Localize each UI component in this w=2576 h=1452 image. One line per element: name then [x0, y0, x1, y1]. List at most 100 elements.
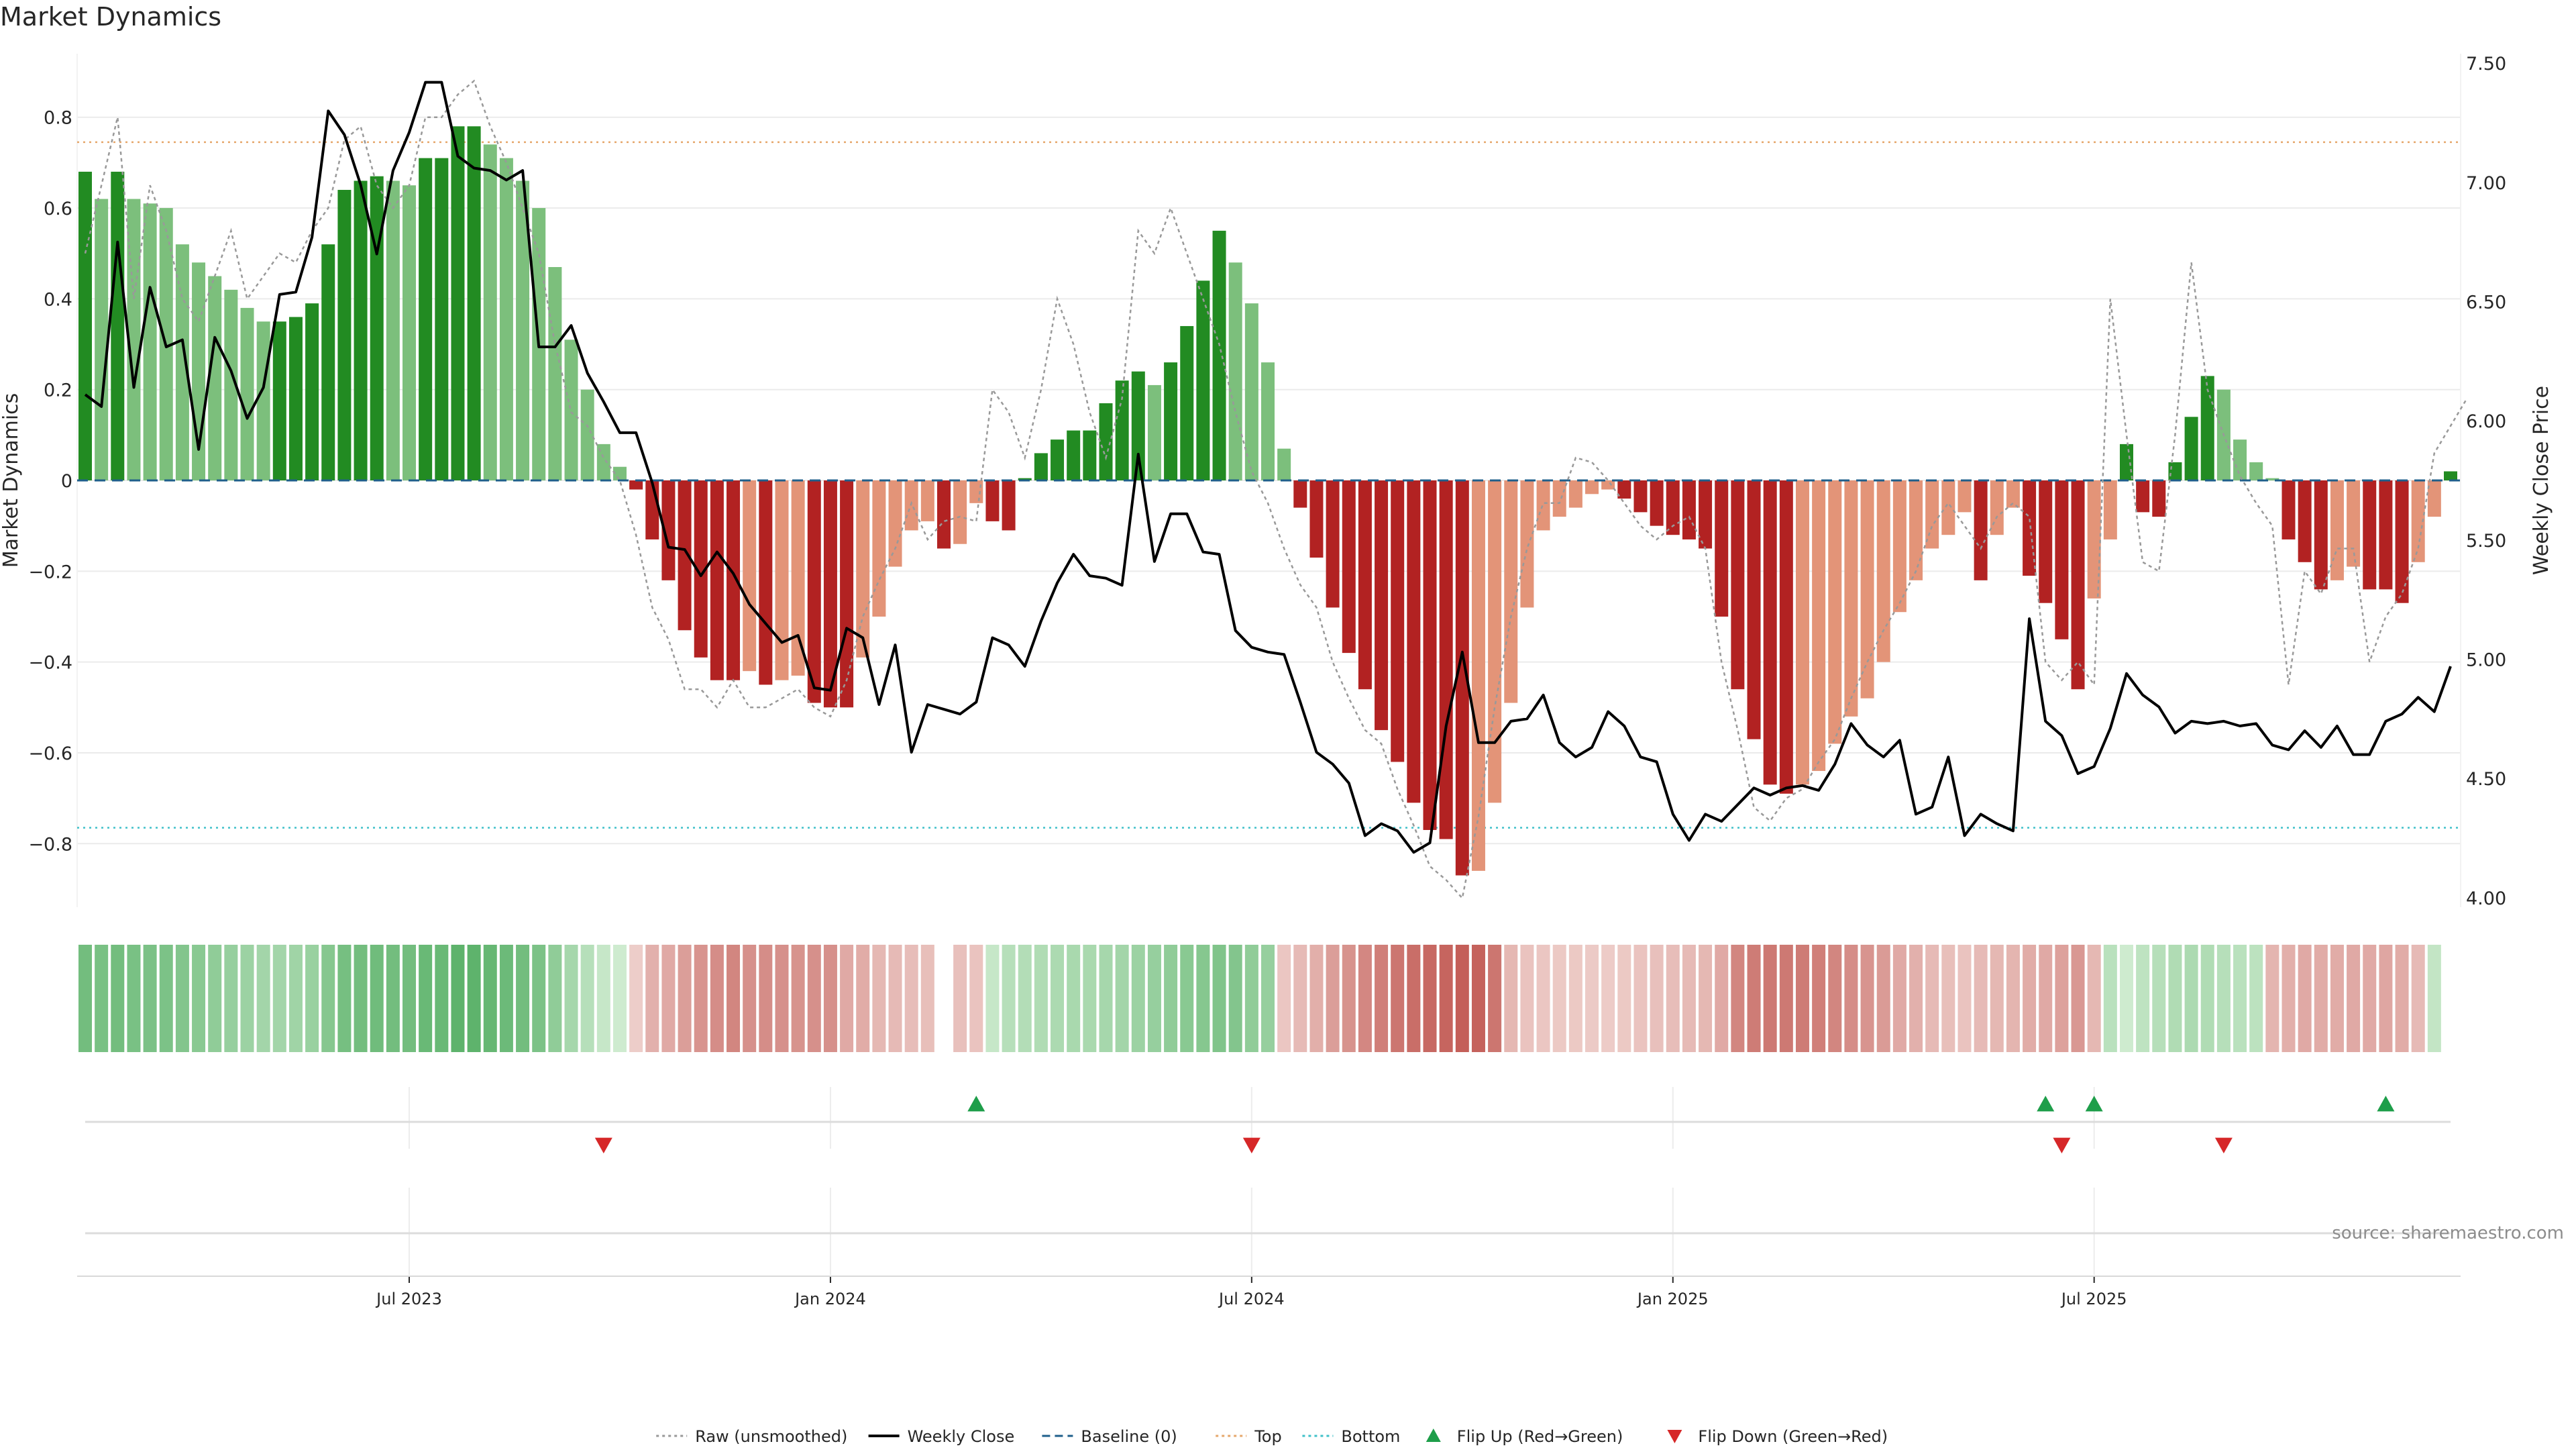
heat-cell-72 [1244, 945, 1258, 1052]
heat-cell-3 [127, 945, 141, 1052]
right-tick-label-1: 7.00 [2466, 173, 2506, 194]
heat-cell-127 [2136, 945, 2150, 1052]
heat-cell-31 [580, 945, 594, 1052]
bar-95 [1617, 480, 1631, 499]
heat-cell-9 [224, 945, 238, 1052]
heat-cell-79 [1358, 945, 1372, 1052]
bar-80 [1375, 480, 1389, 731]
legend-item-1: Weekly Close [868, 1427, 1015, 1446]
right-axis: 7.50 7.00 6.50 6.00 5.50 5.00 4.50 4.00 [2466, 54, 2506, 909]
bar-52 [920, 480, 934, 521]
x-tick-label-2: Jul 2024 [1218, 1290, 1285, 1308]
legend-item-6: Flip Down (Green→Red) [1667, 1427, 1888, 1446]
bar-55 [969, 480, 983, 503]
bar-127 [2136, 480, 2150, 513]
bar-106 [1795, 480, 1809, 785]
heat-cell-41 [743, 945, 757, 1052]
flip-down-marker-3 [2214, 1137, 2233, 1153]
heat-cell-6 [175, 945, 189, 1052]
heat-cell-71 [1228, 945, 1242, 1052]
heat-cell-55 [969, 945, 983, 1052]
bar-142 [2379, 480, 2393, 590]
heat-cell-90 [1536, 945, 1550, 1052]
heat-cell-110 [1860, 945, 1874, 1052]
heat-cell-38 [694, 945, 708, 1052]
bar-97 [1650, 480, 1664, 526]
heat-cell-27 [516, 945, 530, 1052]
weekly-close-line [84, 81, 2452, 854]
heat-cell-95 [1617, 945, 1631, 1052]
bar-85 [1455, 480, 1469, 876]
heat-cell-119 [2006, 945, 2020, 1052]
heat-cell-133 [2233, 945, 2247, 1052]
reference-lines [77, 141, 2461, 829]
bar-105 [1779, 480, 1793, 794]
bar-118 [1990, 480, 2004, 535]
heat-cell-45 [807, 945, 821, 1052]
heat-cell-1 [95, 945, 109, 1052]
bar-104 [1763, 480, 1777, 785]
bar-18 [370, 176, 384, 480]
heat-cell-136 [2282, 945, 2296, 1052]
bar-29 [548, 267, 562, 480]
heat-cell-120 [2023, 945, 2037, 1052]
heat-cell-12 [272, 945, 286, 1052]
bar-41 [743, 480, 757, 672]
bar-9 [224, 289, 238, 480]
bar-115 [1941, 480, 1955, 535]
x-tick-label-0: Jul 2023 [375, 1290, 442, 1308]
flip-up-marker-1 [2037, 1096, 2055, 1112]
heat-cell-85 [1455, 945, 1469, 1052]
heat-cell-67 [1164, 945, 1178, 1052]
bar-11 [256, 321, 270, 480]
heat-cell-73 [1261, 945, 1275, 1052]
heat-cell-137 [2298, 945, 2312, 1052]
legend-label-1: Weekly Close [908, 1427, 1015, 1446]
heat-cell-80 [1375, 945, 1389, 1052]
bar-136 [2282, 480, 2296, 539]
right-tick-label-6: 4.50 [2466, 769, 2506, 790]
legend-item-5: Flip Up (Red→Green) [1426, 1427, 1623, 1446]
bar-77 [1326, 480, 1340, 608]
bar-42 [759, 480, 773, 685]
heat-cell-54 [953, 945, 967, 1052]
bar-143 [2395, 480, 2409, 603]
flip-up-marker-0 [967, 1096, 985, 1112]
heat-cell-93 [1585, 945, 1599, 1052]
left-tick-label-4: 0 [61, 471, 72, 492]
left-tick-label-3: 0.2 [44, 380, 72, 401]
bar-10 [240, 307, 254, 480]
heat-cell-58 [1018, 945, 1032, 1052]
bar-54 [953, 480, 967, 544]
legend-label-6: Flip Down (Green→Red) [1698, 1427, 1888, 1446]
bar-74 [1277, 448, 1291, 480]
legend-label-2: Baseline (0) [1081, 1427, 1177, 1446]
bar-117 [1974, 480, 1988, 580]
legend-label-3: Top [1254, 1427, 1282, 1446]
bar-27 [516, 180, 530, 480]
heat-cell-42 [759, 945, 773, 1052]
heat-cell-77 [1326, 945, 1340, 1052]
bar-144 [2411, 480, 2425, 562]
bar-133 [2233, 439, 2247, 480]
bar-107 [1812, 480, 1826, 772]
source-label: source: sharemaestro.com [2332, 1223, 2564, 1243]
legend-item-2: Baseline (0) [1042, 1427, 1177, 1446]
heat-cell-115 [1941, 945, 1955, 1052]
flip-down-marker-1 [1242, 1137, 1260, 1153]
heat-strip [78, 945, 2441, 1052]
bar-14 [305, 303, 319, 480]
bar-43 [775, 480, 789, 680]
bar-146 [2444, 471, 2457, 480]
heat-cell-117 [1974, 945, 1988, 1052]
bar-93 [1585, 480, 1599, 495]
bar-6 [175, 244, 189, 480]
bar-137 [2298, 480, 2312, 562]
heat-cell-37 [678, 945, 692, 1052]
bar-98 [1666, 480, 1680, 535]
bar-58 [1018, 478, 1032, 480]
bar-46 [823, 480, 837, 708]
bar-40 [727, 480, 741, 680]
bar-62 [1083, 430, 1097, 480]
left-tick-label-7: −0.6 [28, 743, 72, 764]
